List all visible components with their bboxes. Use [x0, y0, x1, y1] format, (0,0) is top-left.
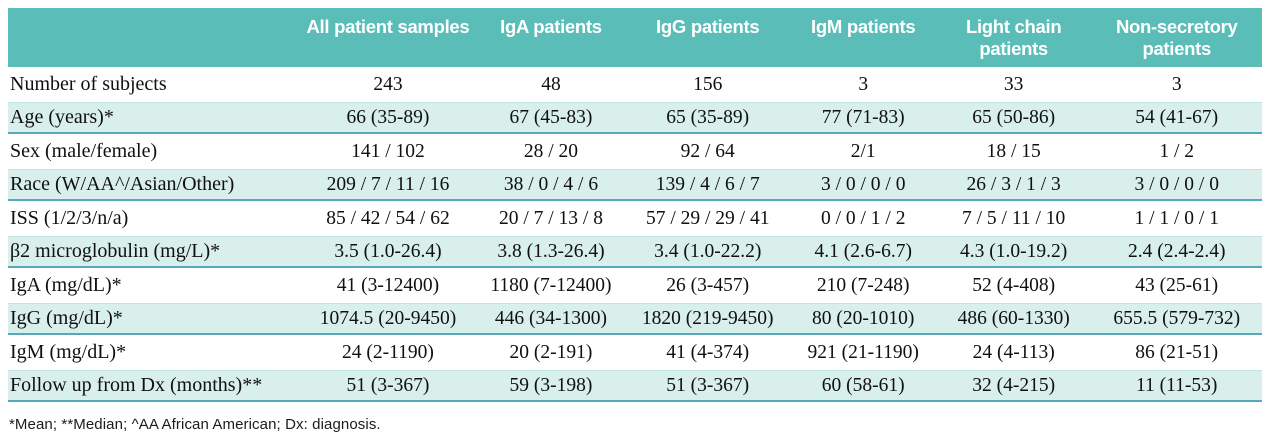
row-label: Race (W/AA^/Asian/Other)	[8, 169, 299, 201]
cell-value: 3 / 0 / 0 / 0	[1091, 169, 1262, 201]
cell-value: 43 (25-61)	[1091, 267, 1262, 304]
patient-demographics-table: All patient samples IgA patients IgG pat…	[8, 8, 1262, 402]
cell-value: 446 (34-1300)	[476, 303, 625, 335]
cell-value: 33	[935, 67, 1092, 103]
cell-value: 11 (11-53)	[1091, 370, 1262, 402]
row-label: IgG (mg/dL)*	[8, 303, 299, 335]
table-row: Age (years)* 66 (35-89) 67 (45-83) 65 (35-8…	[8, 102, 1262, 134]
table-row: ISS (1/2/3/n/a) 85 / 42 / 54 / 62 20 / 7 /…	[8, 200, 1262, 237]
header-cell-non-secretory-patients: Non-secretory patients	[1115, 16, 1238, 60]
cell-value: 139 / 4 / 6 / 7	[624, 169, 791, 201]
cell-value: 486 (60-1330)	[935, 303, 1092, 335]
cell-value: 59 (3-198)	[476, 370, 625, 402]
cell-value: 32 (4-215)	[935, 370, 1092, 402]
row-label: Sex (male/female)	[8, 133, 299, 170]
cell-value: 1820 (219-9450)	[624, 303, 791, 335]
cell-value: 26 (3-457)	[624, 267, 791, 304]
cell-value: 209 / 7 / 11 / 16	[298, 169, 477, 201]
cell-value: 20 / 7 / 13 / 8	[476, 200, 625, 237]
header-cell-igm-patients: IgM patients	[811, 16, 916, 37]
row-label: β2 microglobulin (mg/L)*	[8, 236, 299, 268]
cell-value: 77 (71-83)	[790, 102, 936, 134]
table-row: Sex (male/female) 141 / 102 28 / 20 92 / 64…	[8, 133, 1262, 170]
cell-value: 20 (2-191)	[476, 334, 625, 371]
header-cell-light-chain-patients: Light chain patients	[965, 16, 1062, 60]
cell-value: 52 (4-408)	[935, 267, 1092, 304]
cell-value: 3 / 0 / 0 / 0	[790, 169, 936, 201]
cell-value: 41 (3-12400)	[298, 267, 477, 304]
cell-value: 24 (2-1190)	[298, 334, 477, 371]
cell-value: 7 / 5 / 11 / 10	[935, 200, 1092, 237]
cell-value: 67 (45-83)	[476, 102, 625, 134]
table-row: Follow up from Dx (months)** 51 (3-367) 59…	[8, 370, 1262, 402]
cell-value: 2/1	[790, 133, 936, 170]
cell-value: 66 (35-89)	[298, 102, 477, 134]
header-row: All patient samples IgA patients IgG pat…	[8, 8, 1262, 67]
cell-value: 156	[624, 67, 791, 103]
header-cell-all-patient-samples: All patient samples	[306, 16, 470, 37]
cell-value: 0 / 0 / 1 / 2	[790, 200, 936, 237]
cell-value: 51 (3-367)	[624, 370, 791, 402]
cell-value: 655.5 (579-732)	[1091, 303, 1262, 335]
cell-value: 18 / 15	[935, 133, 1092, 170]
row-label: IgA (mg/dL)*	[8, 267, 299, 304]
cell-value: 38 / 0 / 4 / 6	[476, 169, 625, 201]
row-label: ISS (1/2/3/n/a)	[8, 200, 299, 237]
row-label: Follow up from Dx (months)**	[8, 370, 299, 402]
table-footnote: *Mean; **Median; ^AA African American; D…	[9, 416, 381, 433]
table-row: IgA (mg/dL)* 41 (3-12400) 1180 (7-12400) 26…	[8, 267, 1262, 304]
cell-value: 65 (35-89)	[624, 102, 791, 134]
cell-value: 921 (21-1190)	[790, 334, 936, 371]
cell-value: 48	[476, 67, 625, 103]
cell-value: 4.1 (2.6-6.7)	[790, 236, 936, 268]
cell-value: 86 (21-51)	[1091, 334, 1262, 371]
row-label: IgM (mg/dL)*	[8, 334, 299, 371]
cell-value: 1074.5 (20-9450)	[298, 303, 477, 335]
cell-value: 24 (4-113)	[935, 334, 1092, 371]
cell-value: 26 / 3 / 1 / 3	[935, 169, 1092, 201]
cell-value: 210 (7-248)	[790, 267, 936, 304]
row-label: Number of subjects	[8, 67, 299, 103]
table-row: IgM (mg/dL)* 24 (2-1190) 20 (2-191) 41 (4-3…	[8, 334, 1262, 371]
cell-value: 54 (41-67)	[1091, 102, 1262, 134]
cell-value: 80 (20-1010)	[790, 303, 936, 335]
table-row: Race (W/AA^/Asian/Other) 209 / 7 / 11 / 1…	[8, 169, 1262, 201]
cell-value: 3.8 (1.3-26.4)	[476, 236, 625, 268]
cell-value: 3.5 (1.0-26.4)	[298, 236, 477, 268]
cell-value: 1 / 1 / 0 / 1	[1091, 200, 1262, 237]
header-cell-rowlabels	[8, 8, 299, 67]
cell-value: 92 / 64	[624, 133, 791, 170]
table-row: Number of subjects 243 48 156 3 33 3	[8, 67, 1262, 103]
cell-value: 141 / 102	[298, 133, 477, 170]
cell-value: 65 (50-86)	[935, 102, 1092, 134]
cell-value: 51 (3-367)	[298, 370, 477, 402]
cell-value: 1180 (7-12400)	[476, 267, 625, 304]
header-cell-iga-patients: IgA patients	[500, 16, 602, 37]
cell-value: 4.3 (1.0-19.2)	[935, 236, 1092, 268]
cell-value: 1 / 2	[1091, 133, 1262, 170]
cell-value: 3	[790, 67, 936, 103]
cell-value: 2.4 (2.4-2.4)	[1091, 236, 1262, 268]
cell-value: 243	[298, 67, 477, 103]
cell-value: 57 / 29 / 29 / 41	[624, 200, 791, 237]
cell-value: 28 / 20	[476, 133, 625, 170]
table-row: β2 microglobulin (mg/L)* 3.5 (1.0-26.4) 3.…	[8, 236, 1262, 268]
row-label: Age (years)*	[8, 102, 299, 134]
cell-value: 3.4 (1.0-22.2)	[624, 236, 791, 268]
cell-value: 41 (4-374)	[624, 334, 791, 371]
table-body: Number of subjects 243 48 156 3 33 3 Age (years…	[8, 67, 1262, 402]
table-row: IgG (mg/dL)* 1074.5 (20-9450) 446 (34-1300…	[8, 303, 1262, 335]
header-cell-igg-patients: IgG patients	[656, 16, 760, 37]
cell-value: 85 / 42 / 54 / 62	[298, 200, 477, 237]
cell-value: 60 (58-61)	[790, 370, 936, 402]
table-header: All patient samples IgA patients IgG pat…	[8, 8, 1262, 67]
cell-value: 3	[1091, 67, 1262, 103]
